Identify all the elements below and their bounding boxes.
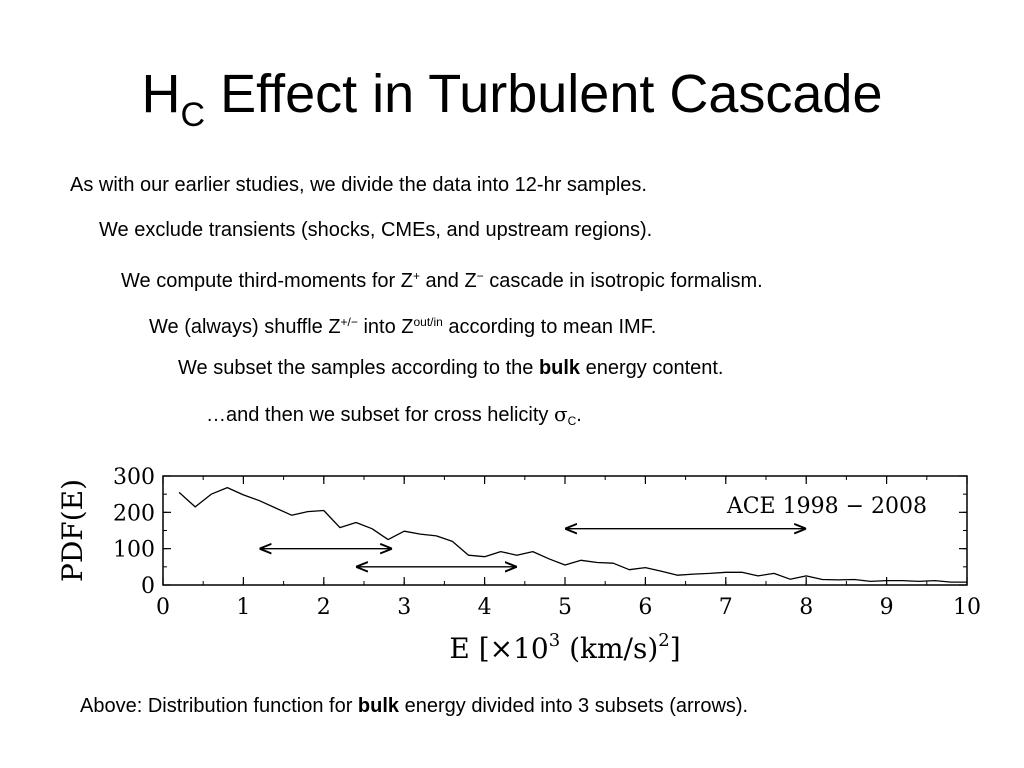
x-label-part: ] [670, 632, 681, 665]
x-label-exponent: 2 [658, 630, 669, 651]
bullet-4-pre: We (always) shuffle Z [149, 316, 341, 338]
caption-pre: Above: Distribution function for [80, 695, 358, 717]
slide-title: HC Effect in Turbulent Cascade [0, 62, 1024, 147]
x-tick-label: 10 [953, 595, 981, 620]
x-tick-label: 1 [236, 595, 250, 620]
bullet-5: We subset the samples according to the b… [178, 356, 724, 380]
bullet-4-mid: into Z [357, 316, 414, 338]
x-tick-label: 2 [317, 595, 331, 620]
y-tick-label: 200 [113, 501, 155, 526]
pdf-series-line [178, 486, 967, 583]
bullet-5-post: energy content. [580, 357, 724, 379]
caption-bold: bulk [357, 695, 400, 717]
bullet-3-pre: We compute third-moments for Z [121, 270, 413, 292]
bullet-3-sup1: + [412, 269, 420, 283]
y-axis-label: PDF(E) [56, 479, 89, 582]
bullet-1-text: As with our earlier studies, we divide t… [70, 174, 647, 196]
x-axis-label: E [×103 (km/s)2] [449, 630, 680, 665]
bullet-3-post: cascade in isotropic formalism. [483, 270, 763, 292]
x-tick-label: 4 [478, 595, 492, 620]
x-tick-label: 9 [880, 595, 894, 620]
x-label-part: E [×10 [449, 632, 548, 665]
plot-frame [162, 475, 968, 586]
y-tick-label: 300 [113, 465, 155, 490]
x-tick-label: 3 [397, 595, 411, 620]
x-label-exponent: 3 [549, 630, 560, 651]
bullet-6-post: . [576, 404, 582, 426]
title-text: Effect in Turbulent Cascade [205, 64, 883, 124]
bullet-3-sup2: − [476, 269, 484, 283]
bullet-4-sup1: +/− [340, 315, 358, 329]
figure-caption: Above: Distribution function for bulk en… [80, 694, 748, 718]
bullet-6-pre: …and then we subset for cross helicity [206, 404, 554, 426]
bullet-1: As with our earlier studies, we divide t… [70, 173, 647, 197]
bullet-5-pre: We subset the samples according to the [178, 357, 539, 379]
caption-post: energy divided into 3 subsets (arrows). [399, 695, 749, 717]
y-tick-label: 0 [141, 574, 155, 599]
bullet-5-bold: bulk [538, 357, 581, 379]
bullet-4-sup2: out/in [413, 315, 443, 329]
title-subscript: C [180, 96, 206, 134]
x-tick-label: 8 [799, 595, 813, 620]
bullet-3-mid: and Z [419, 270, 477, 292]
x-tick-label: 0 [156, 595, 170, 620]
bullet-4: We (always) shuffle Z+/− into Zout/in ac… [149, 310, 656, 339]
ace-annotation: ACE 1998 − 2008 [726, 494, 927, 519]
x-label-part: (km/s) [560, 632, 658, 665]
y-tick-label: 100 [113, 538, 155, 563]
x-tick-label: 6 [638, 595, 652, 620]
x-tick-label: 7 [719, 595, 733, 620]
bullet-6: …and then we subset for cross helicity σ… [206, 402, 582, 433]
bullet-6-sub: C [567, 414, 577, 428]
bullet-4-post: according to mean IMF. [442, 316, 657, 338]
bullet-2-text: We exclude transients (shocks, CMEs, and… [99, 219, 653, 241]
bullet-3: We compute third-moments for Z+ and Z− c… [121, 264, 763, 293]
sigma-symbol: σ [553, 402, 568, 426]
x-tick-label: 5 [558, 595, 572, 620]
bullet-2: We exclude transients (shocks, CMEs, and… [99, 218, 652, 242]
title-h: H [141, 64, 181, 124]
